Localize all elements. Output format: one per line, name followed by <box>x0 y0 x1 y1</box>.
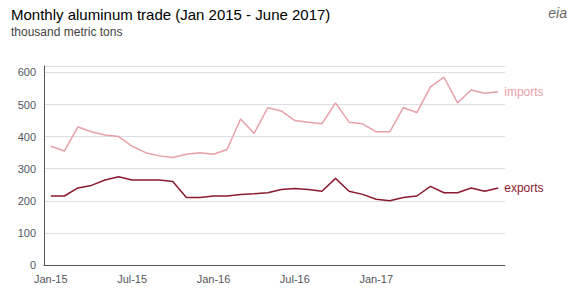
svg-text:Jul-16: Jul-16 <box>280 273 310 285</box>
svg-text:400: 400 <box>18 131 36 143</box>
svg-text:300: 300 <box>18 163 36 175</box>
svg-text:200: 200 <box>18 195 36 207</box>
svg-text:600: 600 <box>18 66 36 78</box>
svg-text:imports: imports <box>504 85 543 99</box>
svg-text:100: 100 <box>18 227 36 239</box>
svg-text:0: 0 <box>30 259 36 271</box>
svg-text:thousand metric tons: thousand metric tons <box>11 25 122 39</box>
svg-text:Jul-15: Jul-15 <box>117 273 147 285</box>
svg-text:Jan-17: Jan-17 <box>359 273 393 285</box>
svg-text:500: 500 <box>18 99 36 111</box>
svg-text:eia: eia <box>548 5 567 21</box>
svg-text:Jan-16: Jan-16 <box>197 273 231 285</box>
svg-text:Jan-15: Jan-15 <box>34 273 68 285</box>
svg-text:exports: exports <box>504 181 543 195</box>
svg-text:Monthly aluminum trade (Jan 20: Monthly aluminum trade (Jan 2015 - June … <box>11 6 330 23</box>
